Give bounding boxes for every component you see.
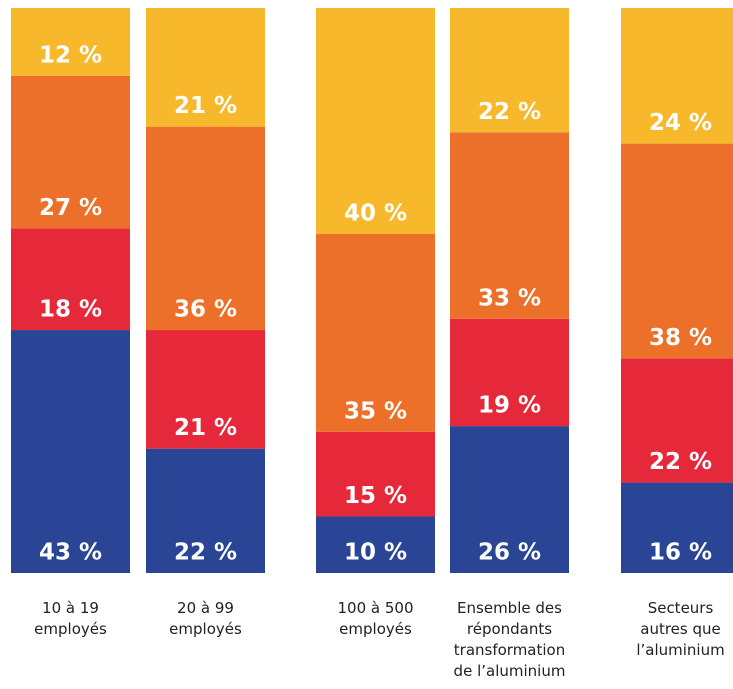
value-label: 19 %	[478, 393, 541, 419]
bar-segment	[146, 330, 265, 449]
bar-segment	[621, 8, 733, 144]
bar-segment	[11, 330, 130, 573]
value-label: 16 %	[649, 540, 712, 566]
value-label: 26 %	[478, 540, 541, 566]
bar-segment	[621, 482, 733, 573]
value-label: 22 %	[649, 449, 712, 475]
value-label: 33 %	[478, 285, 541, 311]
category-label: 100 à 500 employés	[337, 599, 414, 638]
bar-segment	[146, 8, 265, 127]
value-label: 22 %	[174, 540, 237, 566]
bar-segment	[316, 234, 435, 432]
bar-segment	[450, 318, 569, 427]
bar-segment	[450, 132, 569, 319]
value-label: 35 %	[344, 398, 407, 424]
value-label: 38 %	[649, 325, 712, 351]
bar-segment	[621, 143, 733, 359]
value-label: 15 %	[344, 483, 407, 509]
value-label: 24 %	[649, 110, 712, 136]
value-label: 27 %	[39, 195, 102, 221]
bar-segment	[146, 126, 265, 331]
value-label: 36 %	[174, 297, 237, 323]
bar-segment	[450, 8, 569, 133]
bar-segment	[316, 431, 435, 517]
category-label: Ensemble des répondants transformation d…	[453, 599, 566, 680]
value-label: 18 %	[39, 297, 102, 323]
bar-segment	[11, 75, 130, 229]
value-label: 10 %	[344, 540, 407, 566]
value-label: 12 %	[39, 42, 102, 68]
value-label: 22 %	[478, 99, 541, 125]
bar-segment	[450, 426, 569, 573]
value-label: 43 %	[39, 540, 102, 566]
value-label: 40 %	[344, 201, 407, 227]
category-label: Secteurs autres que l’aluminium	[636, 599, 725, 659]
bar-segment	[11, 8, 130, 76]
bar-segment	[316, 516, 435, 573]
category-label: 10 à 19 employés	[34, 599, 107, 638]
bar-segment	[316, 8, 435, 234]
value-label: 21 %	[174, 415, 237, 441]
bar-segment	[146, 448, 265, 573]
bar-segment	[11, 228, 130, 331]
bar-segment	[621, 358, 733, 483]
category-label: 20 à 99 employés	[169, 599, 242, 638]
value-label: 21 %	[174, 93, 237, 119]
